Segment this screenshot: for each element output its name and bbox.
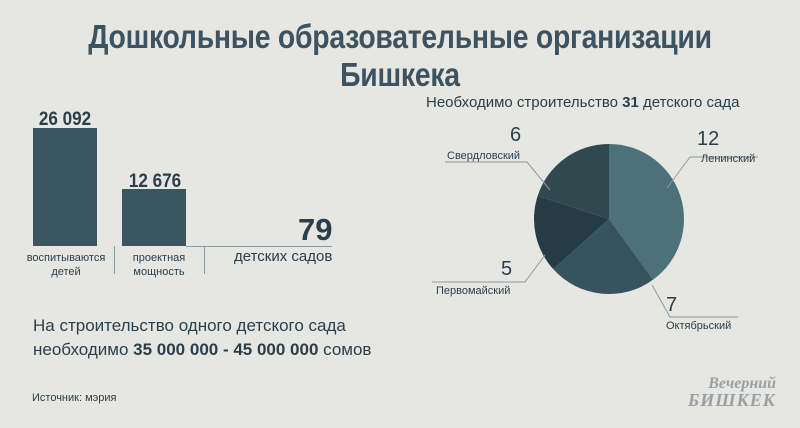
pie-count-sverdlovsky: 6 xyxy=(510,124,522,146)
baseline xyxy=(186,246,332,247)
pie-count-pervomaisky: 5 xyxy=(501,258,513,280)
pie-heading: Необходимо строительство 31 детского сад… xyxy=(426,94,740,111)
pie-slice-sverdlovsky xyxy=(537,144,609,219)
source-label: Источник: мэрия xyxy=(32,392,117,404)
cost-note: На строительство одного детского сада не… xyxy=(33,316,372,359)
kindergartens-label: детских садов xyxy=(234,248,333,265)
pie-slice-oktyabrsky xyxy=(553,219,654,294)
bar-capacity xyxy=(122,189,186,246)
divider-2 xyxy=(204,246,205,274)
pie-count-oktyabrsky: 7 xyxy=(666,294,678,316)
leader-pervomaisky xyxy=(432,254,546,283)
pie-slice-pervomaisky xyxy=(534,195,609,270)
pie-label-sverdlovsky: Свердловский xyxy=(447,150,521,162)
divider-1 xyxy=(114,246,115,274)
pie-count-leninsky: 12 xyxy=(697,128,720,150)
leader-oktyabrsky xyxy=(651,284,738,318)
pie-label-oktyabrsky: Октябрьский xyxy=(666,320,732,332)
bar-children xyxy=(33,128,97,246)
newspaper-logo: Вечерний БИШКЕК xyxy=(687,375,776,410)
leader-sverdlovsky xyxy=(445,161,551,191)
pie-label-pervomaisky: Первомайский xyxy=(436,285,511,297)
leader-leninsky-diag xyxy=(666,156,691,189)
bar-chart: 26 092 12 676 воспитываются детей проект… xyxy=(0,0,400,290)
bar-caption-capacity: проектная мощность xyxy=(132,252,186,278)
page-title: Дошкольные образовательные организации Б… xyxy=(88,18,712,93)
pie-label-leninsky: Ленинский xyxy=(701,153,756,165)
bar-value-children: 26 092 xyxy=(38,109,92,130)
bar-value-capacity: 12 676 xyxy=(128,171,182,192)
cost-amount: 35 000 000 - 45 000 000 xyxy=(133,340,319,359)
pie-slice-leninsky xyxy=(609,144,684,280)
bar-caption-children: воспитываются детей xyxy=(26,252,106,278)
kindergartens-count: 79 xyxy=(298,212,333,247)
